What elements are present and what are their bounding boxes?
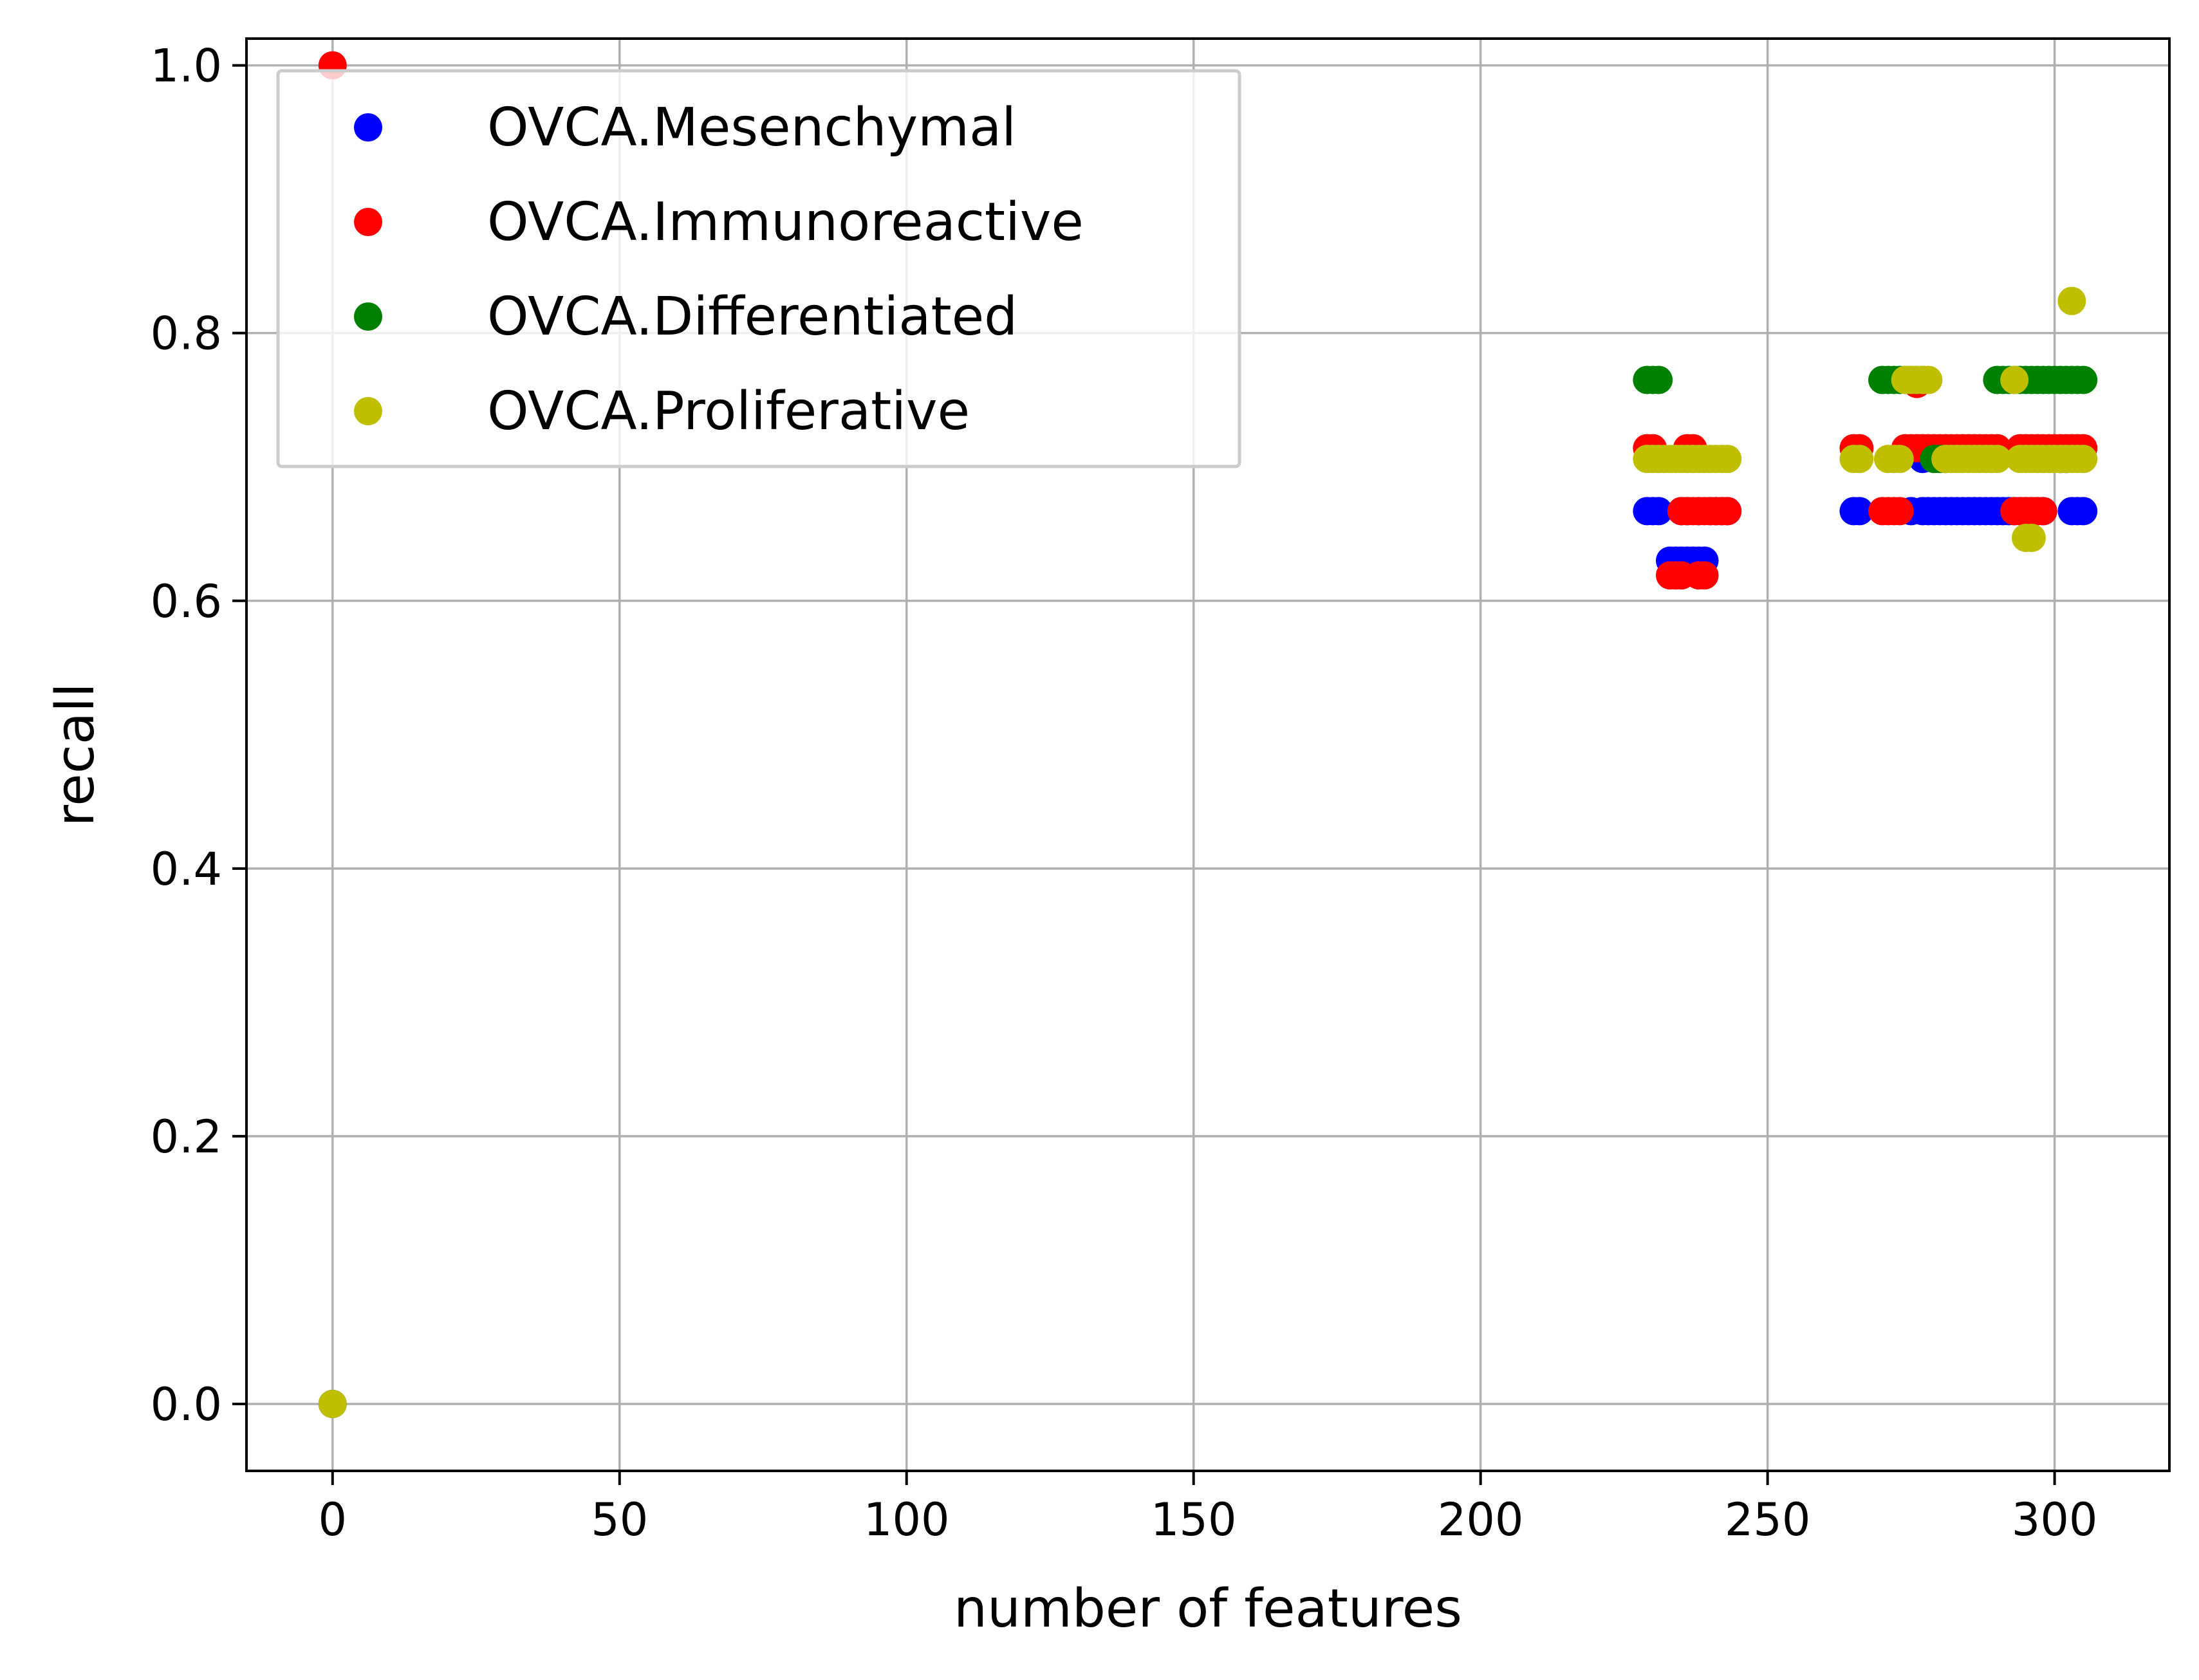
data-point — [1885, 445, 1914, 474]
y-tick-label: 0.8 — [151, 308, 222, 360]
legend-label: OVCA.Immunoreactive — [487, 192, 1084, 253]
x-tick-label: 200 — [1438, 1493, 1524, 1546]
x-tick-label: 0 — [319, 1493, 348, 1546]
legend-item[interactable]: OVCA.Immunoreactive — [354, 192, 1084, 253]
data-point — [2017, 523, 2046, 552]
data-point — [2057, 286, 2086, 315]
data-point — [1914, 365, 1943, 394]
y-tick-label: 0.6 — [151, 575, 222, 628]
data-point — [2028, 497, 2057, 526]
legend-marker — [354, 397, 382, 425]
data-point — [2069, 445, 2098, 474]
legend-marker — [354, 302, 382, 331]
x-tick-label: 250 — [1725, 1493, 1811, 1546]
data-point — [318, 1389, 347, 1418]
y-tick-label: 0.0 — [151, 1378, 222, 1431]
plot-area-frame — [245, 37, 2171, 1472]
data-point — [1713, 497, 1742, 526]
legend[interactable]: OVCA.Mesenchymal OVCA.Immunoreactive OVCA.… — [276, 69, 1241, 468]
data-point — [2069, 497, 2098, 526]
y-tick-label: 1.0 — [151, 40, 222, 93]
legend-label: OVCA.Differentiated — [487, 286, 1017, 347]
legend-item[interactable]: OVCA.Proliferative — [354, 381, 970, 442]
data-point — [1845, 445, 1874, 474]
data-point — [1713, 445, 1742, 474]
legend-item[interactable]: OVCA.Differentiated — [354, 286, 1017, 347]
x-axis-ticks: 0 50 100 150 200 250 300 — [319, 1471, 2098, 1546]
data-point — [1690, 561, 1719, 590]
legend-marker — [354, 113, 382, 142]
series-ovca-proliferative — [318, 286, 2098, 1418]
x-tick-label: 150 — [1151, 1493, 1237, 1546]
x-axis-label: number of features — [954, 1578, 1462, 1639]
data-point — [2000, 365, 2029, 394]
legend-label: OVCA.Proliferative — [487, 381, 970, 442]
y-axis-ticks: 0.0 0.2 0.4 0.6 0.8 1.0 — [151, 40, 246, 1431]
legend-box — [276, 69, 1241, 468]
y-tick-label: 0.4 — [151, 843, 222, 896]
legend-label: OVCA.Mesenchymal — [487, 97, 1016, 158]
legend-item[interactable]: OVCA.Mesenchymal — [354, 97, 1016, 158]
y-tick-label: 0.2 — [151, 1111, 222, 1163]
data-point — [2069, 365, 2098, 394]
x-tick-label: 50 — [591, 1493, 648, 1546]
y-axis-label: recall — [45, 683, 106, 826]
data-point — [1644, 497, 1673, 526]
data-point — [1644, 365, 1673, 394]
data-points — [318, 51, 2098, 1418]
data-point — [1983, 445, 2012, 474]
x-tick-label: 100 — [864, 1493, 950, 1546]
legend-marker — [354, 208, 382, 236]
x-tick-label: 300 — [2012, 1493, 2098, 1546]
data-point — [1885, 497, 1914, 526]
data-point — [1845, 497, 1874, 526]
